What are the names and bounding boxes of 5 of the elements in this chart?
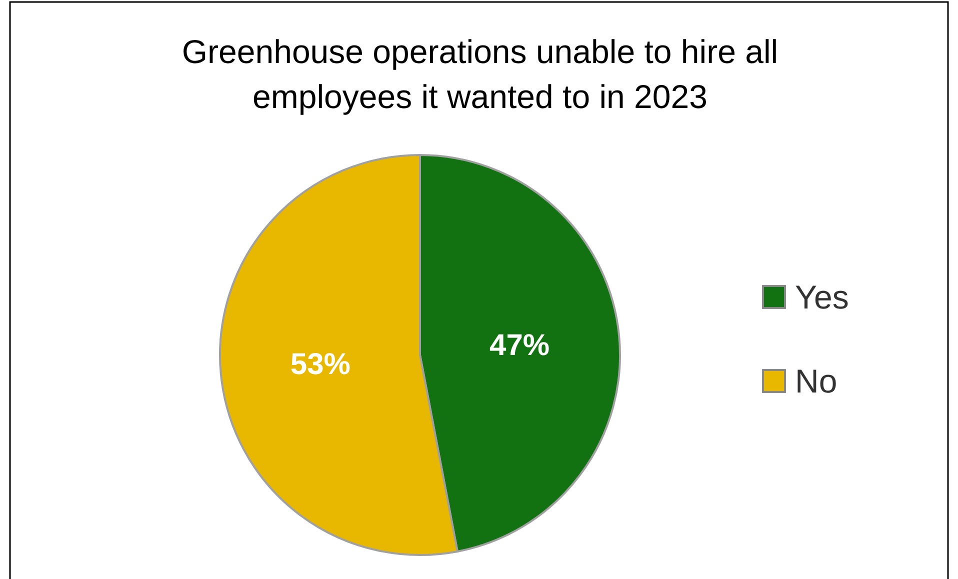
data-label: 47%	[490, 329, 550, 362]
data-label: 53%	[290, 348, 350, 381]
legend-label: No	[795, 362, 838, 400]
legend-label: Yes	[795, 278, 849, 316]
chart-title: Greenhouse operations unable to hire all employees it wanted to in 2023	[182, 33, 778, 115]
